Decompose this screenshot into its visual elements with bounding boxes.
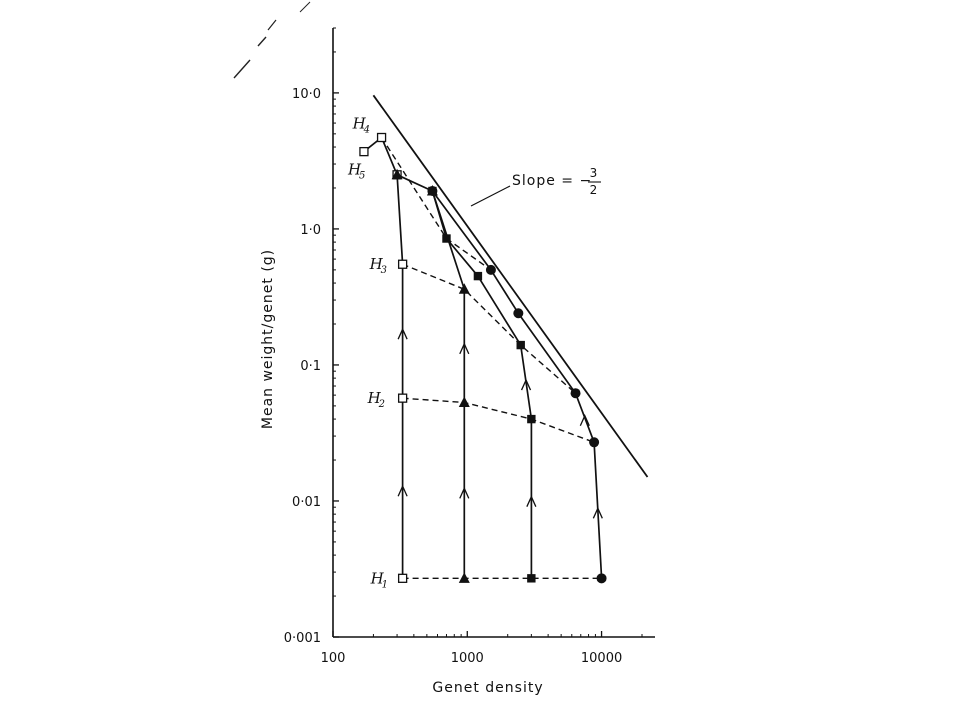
- series-line: [431, 190, 603, 579]
- series-lines: [363, 136, 603, 579]
- marker-square: [473, 271, 483, 281]
- harvest-label-5: H: [347, 161, 362, 179]
- marker-circle: [513, 308, 524, 319]
- harvest-label-1: H: [370, 569, 385, 587]
- arrows: [397, 327, 603, 519]
- marker-circle: [485, 264, 496, 275]
- marker-triangle: [458, 572, 470, 583]
- marker-square: [442, 234, 451, 243]
- scan-mark: [299, 1, 311, 13]
- thinning-line-path: [372, 94, 649, 478]
- x-axis-title: Genet density: [432, 680, 543, 696]
- slope-label: Slope = −: [512, 173, 592, 189]
- growth-arrow: [397, 484, 408, 497]
- y-axis-title: Mean weight/genet (g): [260, 249, 276, 429]
- marker-triangle: [391, 168, 403, 180]
- marker-square: [527, 574, 536, 583]
- series-line: [363, 136, 404, 579]
- growth-arrow: [579, 414, 590, 427]
- marker-open-square: [397, 573, 408, 583]
- marker-open-square: [359, 146, 369, 157]
- scan-mark: [267, 19, 277, 31]
- y-tick-label: 0·001: [284, 631, 321, 646]
- x-tick-label: 100: [321, 651, 346, 666]
- x-tick-label: 10000: [581, 651, 622, 666]
- marker-square: [516, 340, 525, 350]
- y-tick-label: 10·0: [292, 87, 321, 102]
- growth-arrow: [459, 486, 470, 499]
- marker-circle: [570, 388, 581, 399]
- marker-circle: [427, 186, 438, 197]
- harvest-label-3: H: [369, 255, 384, 273]
- growth-arrow: [520, 378, 532, 391]
- slope-fraction-numerator: 3: [590, 166, 599, 180]
- y-tick-label: 0·01: [292, 495, 321, 510]
- scan-marks: [233, 1, 311, 79]
- growth-arrow: [592, 506, 603, 519]
- scan-mark: [257, 36, 267, 47]
- harvest-label-sub-1: 1: [382, 579, 388, 590]
- harvest-lines: [381, 137, 602, 579]
- axes: [332, 28, 655, 638]
- harvest-label-sub-3: 3: [381, 265, 387, 276]
- ticks: 0·001 0·01 0·1 1·0 10·0 100 1000 10000: [284, 27, 643, 666]
- marker-square: [527, 414, 536, 424]
- marker-open-square: [397, 259, 408, 269]
- series-line: [431, 190, 533, 579]
- marker-circle: [596, 573, 607, 584]
- y-tick-label: 1·0: [300, 223, 321, 238]
- markers: [359, 132, 607, 584]
- harvest-label-sub-2: 2: [378, 399, 385, 410]
- x-tick-label: 1000: [451, 651, 484, 666]
- harvest-line: [402, 397, 595, 443]
- series-line: [396, 174, 466, 579]
- marker-open-square: [376, 132, 387, 143]
- harvest-label-2: H: [367, 389, 382, 407]
- slope-pointer: [470, 185, 511, 207]
- y-tick-label: 0·1: [300, 359, 321, 374]
- thinning-line: [372, 94, 649, 478]
- harvest-line: [402, 263, 576, 394]
- slope-annotation: Slope = − 3 2: [470, 166, 601, 207]
- marker-triangle: [458, 396, 470, 407]
- harvest-label-sub-5: 5: [359, 171, 365, 182]
- slope-fraction-denominator: 2: [590, 183, 599, 197]
- scan-mark: [233, 59, 251, 79]
- harvest-label-sub-4: 4: [363, 125, 370, 136]
- harvest-label-4: H: [352, 115, 367, 133]
- growth-arrow: [526, 495, 537, 507]
- growth-arrow: [397, 327, 408, 340]
- marker-circle: [589, 437, 600, 448]
- marker-triangle: [458, 283, 470, 294]
- marker-open-square: [397, 393, 408, 403]
- growth-arrow: [459, 342, 470, 355]
